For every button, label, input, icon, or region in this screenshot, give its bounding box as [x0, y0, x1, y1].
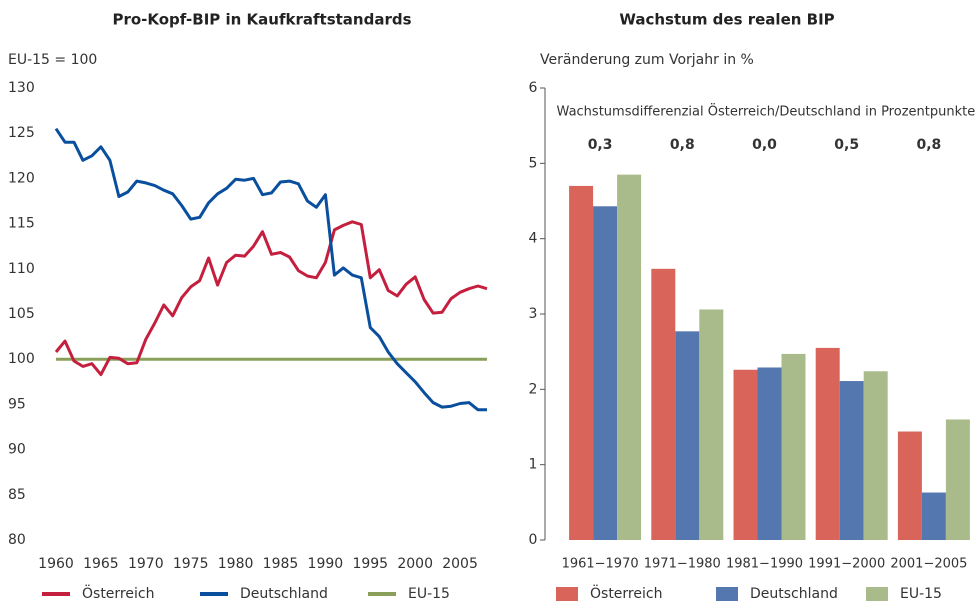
x-tick-label: 1990 [308, 556, 344, 572]
y-tick-label: 2 [529, 381, 538, 397]
legend-label: Österreich [590, 584, 662, 602]
x-tick-label: 1991−2000 [808, 557, 885, 572]
line-series [54, 220, 488, 377]
y-tick-label: 1 [529, 457, 538, 473]
y-tick-label: 95 [8, 396, 26, 412]
x-tick-label: 1995 [352, 556, 388, 572]
y-tick-label: 110 [8, 261, 35, 277]
x-tick-label: 1961−1970 [562, 557, 639, 572]
y-axis-label: Veränderung zum Vorjahr in % [540, 52, 754, 68]
differential-label: 0,3 [588, 137, 613, 153]
legend-swatch [556, 587, 578, 601]
legend-swatch [866, 587, 888, 601]
x-tick-label: 1975 [173, 556, 209, 572]
bar [863, 371, 888, 540]
bar [617, 174, 642, 540]
y-axis-label: EU-15 = 100 [8, 52, 97, 68]
x-tick-label: 1965 [83, 556, 119, 572]
differential-label: 0,8 [916, 137, 941, 153]
x-tick-label: 1970 [128, 556, 164, 572]
chart-title: Wachstum des realen BIP [619, 11, 834, 29]
x-tick-label: 2001−2005 [890, 557, 967, 572]
bar [815, 347, 840, 540]
y-tick-label: 125 [8, 125, 35, 141]
bar [897, 431, 922, 540]
bar [839, 381, 864, 540]
y-tick-label: 105 [8, 306, 35, 322]
bar [733, 369, 758, 540]
bar [651, 268, 676, 540]
legend-label: Deutschland [750, 586, 838, 602]
bar [699, 309, 724, 540]
x-tick-label: 1985 [263, 556, 299, 572]
y-tick-label: 4 [529, 231, 538, 247]
bar [781, 353, 806, 540]
bar [569, 185, 594, 540]
y-tick-label: 90 [8, 442, 26, 458]
legend-label: EU-15 [900, 586, 942, 602]
y-tick-label: 0 [529, 532, 538, 548]
y-tick-label: 5 [529, 155, 538, 171]
y-tick-label: 85 [8, 487, 26, 503]
line-series [54, 127, 487, 412]
y-tick-label: 115 [8, 216, 35, 232]
y-tick-label: 120 [8, 170, 35, 186]
y-tick-label: 100 [8, 351, 35, 367]
y-tick-label: 3 [529, 306, 538, 322]
legend-label: Österreich [82, 584, 154, 602]
bar [757, 367, 782, 540]
differential-label: 0,8 [670, 137, 695, 153]
differential-label: 0,5 [834, 137, 859, 153]
bar [593, 206, 618, 541]
annotation: Wachstumsdifferenzial Österreich/Deutsch… [557, 103, 975, 120]
y-tick-label: 6 [529, 80, 538, 96]
x-tick-label: 1981−1990 [726, 557, 803, 572]
chart-title: Pro-Kopf-BIP in Kaufkraftstandards [112, 11, 411, 29]
bar [921, 492, 946, 540]
x-tick-label: 2005 [442, 556, 478, 572]
y-tick-label: 130 [8, 80, 35, 96]
x-tick-label: 1971−1980 [644, 557, 721, 572]
x-tick-label: 1980 [218, 556, 254, 572]
y-tick-label: 80 [8, 532, 26, 548]
x-tick-label: 1960 [38, 556, 74, 572]
differential-label: 0,0 [752, 137, 777, 153]
legend-label: EU-15 [408, 586, 450, 602]
legend-label: Deutschland [240, 586, 328, 602]
x-tick-label: 2000 [397, 556, 433, 572]
legend-swatch [716, 587, 738, 601]
bar [675, 331, 700, 540]
bar [945, 419, 970, 540]
